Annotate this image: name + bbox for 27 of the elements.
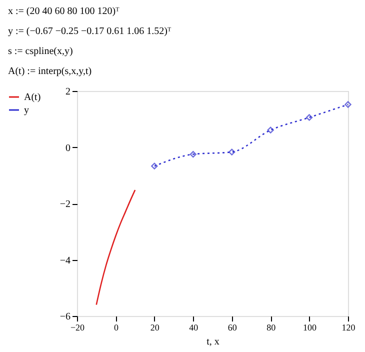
- x-tick-label: 40: [189, 322, 199, 332]
- line-series: [96, 189, 136, 306]
- x-tick-label: 60: [228, 322, 238, 332]
- y-tick-label: −4: [60, 255, 70, 266]
- x-tick-label: 0: [114, 322, 119, 332]
- x-axis-title: t, x: [206, 336, 220, 348]
- legend-label: A(t): [24, 92, 41, 103]
- point: [306, 114, 313, 121]
- y-tick-label: 2: [66, 86, 70, 98]
- text: x := (20 40 60 80 100 120)ᵀ: [8, 6, 120, 17]
- x-tick-label: −20: [70, 322, 86, 332]
- legend-label: y: [24, 105, 29, 116]
- point: [344, 101, 352, 108]
- y-tick-label: −2: [60, 199, 70, 210]
- x-tick-label: 20: [150, 322, 160, 332]
- y-tick-label: 0: [66, 142, 70, 154]
- point: [190, 150, 196, 158]
- x-tick-label: 120: [342, 322, 356, 332]
- point: [228, 148, 236, 156]
- x-tick-label: 100: [303, 322, 318, 332]
- point: [151, 162, 158, 170]
- text: s := cspline(x,y): [8, 46, 73, 57]
- text: y := (−0.67 −0.25 −0.17 0.61 1.06 1.52)ᵀ: [8, 26, 172, 37]
- x-tick-label: 80: [266, 322, 276, 332]
- y-tick-label: −6: [60, 312, 70, 322]
- text: A(t) := interp(s,x,y,t): [8, 66, 92, 77]
- point: [267, 126, 274, 134]
